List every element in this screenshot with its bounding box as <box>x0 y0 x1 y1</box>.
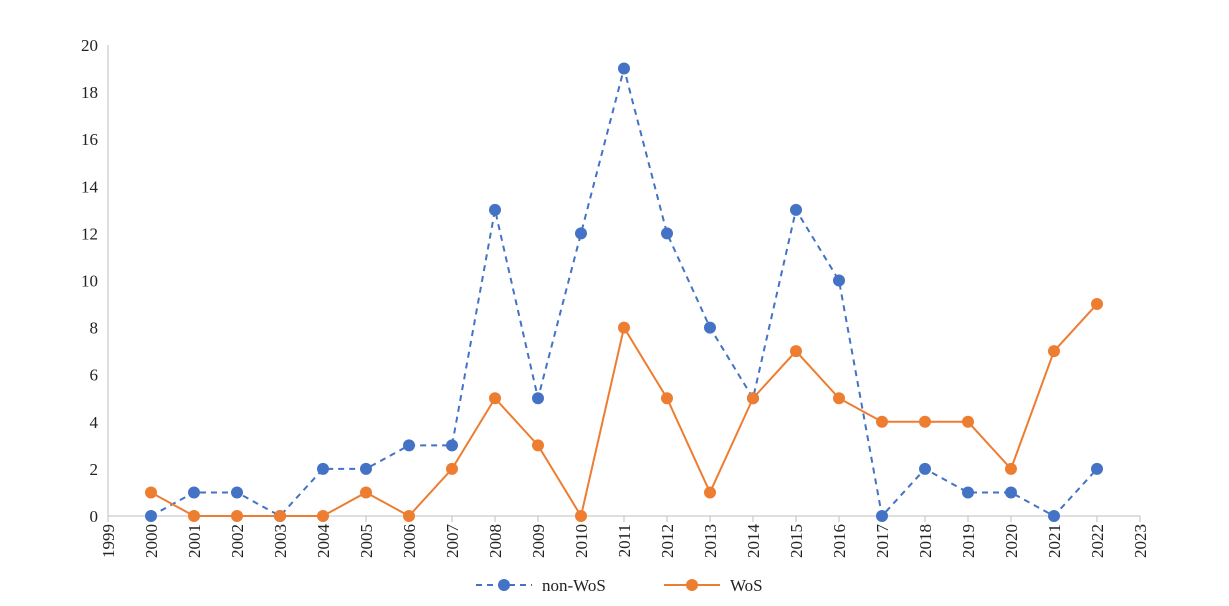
series-1-point <box>1048 510 1060 522</box>
y-tick-label: 6 <box>90 366 99 385</box>
y-axis: 0 2 4 6 8 10 12 14 16 18 20 <box>81 36 109 526</box>
series-2-point <box>962 415 974 428</box>
series-1-point <box>1091 462 1103 475</box>
y-tick-label: 0 <box>90 507 99 526</box>
series-1-point <box>360 462 372 475</box>
series-1-point <box>489 203 501 216</box>
y-tick-label: 10 <box>81 272 98 291</box>
x-tick-label: 2004 <box>314 524 333 559</box>
series-2-point <box>919 415 931 428</box>
series-1-point <box>962 486 974 499</box>
series-1-point <box>661 227 673 240</box>
legend-label-1: non-WoS <box>542 576 606 595</box>
series-line-2 <box>150 303 1098 519</box>
x-tick-label: 2007 <box>443 524 462 559</box>
series-line-1 <box>150 64 1098 519</box>
series-2-point <box>704 486 716 499</box>
series-1-point <box>575 227 587 240</box>
x-tick-label: 1999 <box>99 524 118 558</box>
series-2-point <box>1091 298 1103 311</box>
x-tick-label: 2000 <box>142 524 161 558</box>
series-1-point <box>446 439 458 452</box>
x-tick-label: 2021 <box>1045 524 1064 558</box>
x-tick-label: 2008 <box>486 524 505 558</box>
x-tick-label: 2012 <box>658 524 677 558</box>
series-2-point <box>403 510 415 522</box>
series-1-point <box>403 439 415 452</box>
series-2-point <box>489 392 501 405</box>
y-tick-label: 2 <box>90 460 99 479</box>
x-tick-label: 2022 <box>1088 524 1107 558</box>
series-2-point <box>145 486 157 499</box>
x-tick-label: 2017 <box>873 524 892 559</box>
series-2-point <box>876 415 888 428</box>
x-tick-label: 2005 <box>357 524 376 558</box>
legend-marker-2 <box>686 579 698 591</box>
series-1-point <box>1005 486 1017 499</box>
series-1-point <box>833 274 845 287</box>
series-2-point <box>274 510 286 522</box>
x-tick-label: 2015 <box>787 524 806 558</box>
x-tick-label: 2011 <box>615 524 634 557</box>
x-tick-label: 2003 <box>271 524 290 558</box>
x-tick-label: 2023 <box>1131 524 1150 558</box>
y-tick-label: 14 <box>81 177 99 196</box>
x-axis: 1999 2000 2001 2002 2003 2004 2005 2006 2007 2008… <box>99 515 1150 559</box>
series-2-point <box>575 510 587 522</box>
series-2-point <box>317 510 329 522</box>
x-tick-label: 2013 <box>701 524 720 558</box>
series-2-point <box>360 486 372 499</box>
series-2-point <box>188 510 200 522</box>
y-tick-label: 8 <box>90 319 99 338</box>
x-tick-label: 2009 <box>529 524 548 558</box>
series-1-point <box>618 62 630 75</box>
y-tick-label: 12 <box>81 224 98 243</box>
legend-label-2: WoS <box>730 576 763 595</box>
series-1-point <box>790 203 802 216</box>
series-1-point <box>532 392 544 405</box>
series-2-point <box>747 392 759 405</box>
x-tick-label: 2019 <box>959 524 978 558</box>
y-tick-label: 4 <box>90 413 99 432</box>
x-tick-label: 2018 <box>916 524 935 558</box>
legend-marker-1 <box>498 579 510 591</box>
x-tick-label: 2016 <box>830 524 849 558</box>
series-2-point <box>661 392 673 405</box>
x-tick-label: 2014 <box>744 524 763 559</box>
series-1-point <box>317 462 329 475</box>
series-1-point <box>919 462 931 475</box>
x-tick-label: 2010 <box>572 524 591 558</box>
series-2-point <box>446 462 458 475</box>
series-1-point <box>145 510 157 522</box>
series-1-point <box>231 486 243 499</box>
legend: non-WoS WoS <box>476 576 763 595</box>
series-2-point <box>833 392 845 405</box>
series-2-point <box>790 345 802 358</box>
x-tick-label: 2002 <box>228 524 247 558</box>
x-tick-label: 2001 <box>185 524 204 558</box>
x-tick-label: 2006 <box>400 524 419 558</box>
series-1-point <box>704 321 716 334</box>
series-1-point <box>876 510 888 522</box>
series-2-point <box>618 321 630 334</box>
series-2-point <box>532 439 544 452</box>
series-2-point <box>1048 345 1060 358</box>
series-2-point <box>231 510 243 522</box>
series-2-point <box>1005 462 1017 475</box>
y-tick-label: 20 <box>81 36 98 55</box>
series-1-point <box>188 486 200 499</box>
y-tick-label: 16 <box>81 130 98 149</box>
y-tick-label: 18 <box>81 83 98 102</box>
x-tick-label: 2020 <box>1002 524 1021 558</box>
plot-area <box>145 62 1103 522</box>
